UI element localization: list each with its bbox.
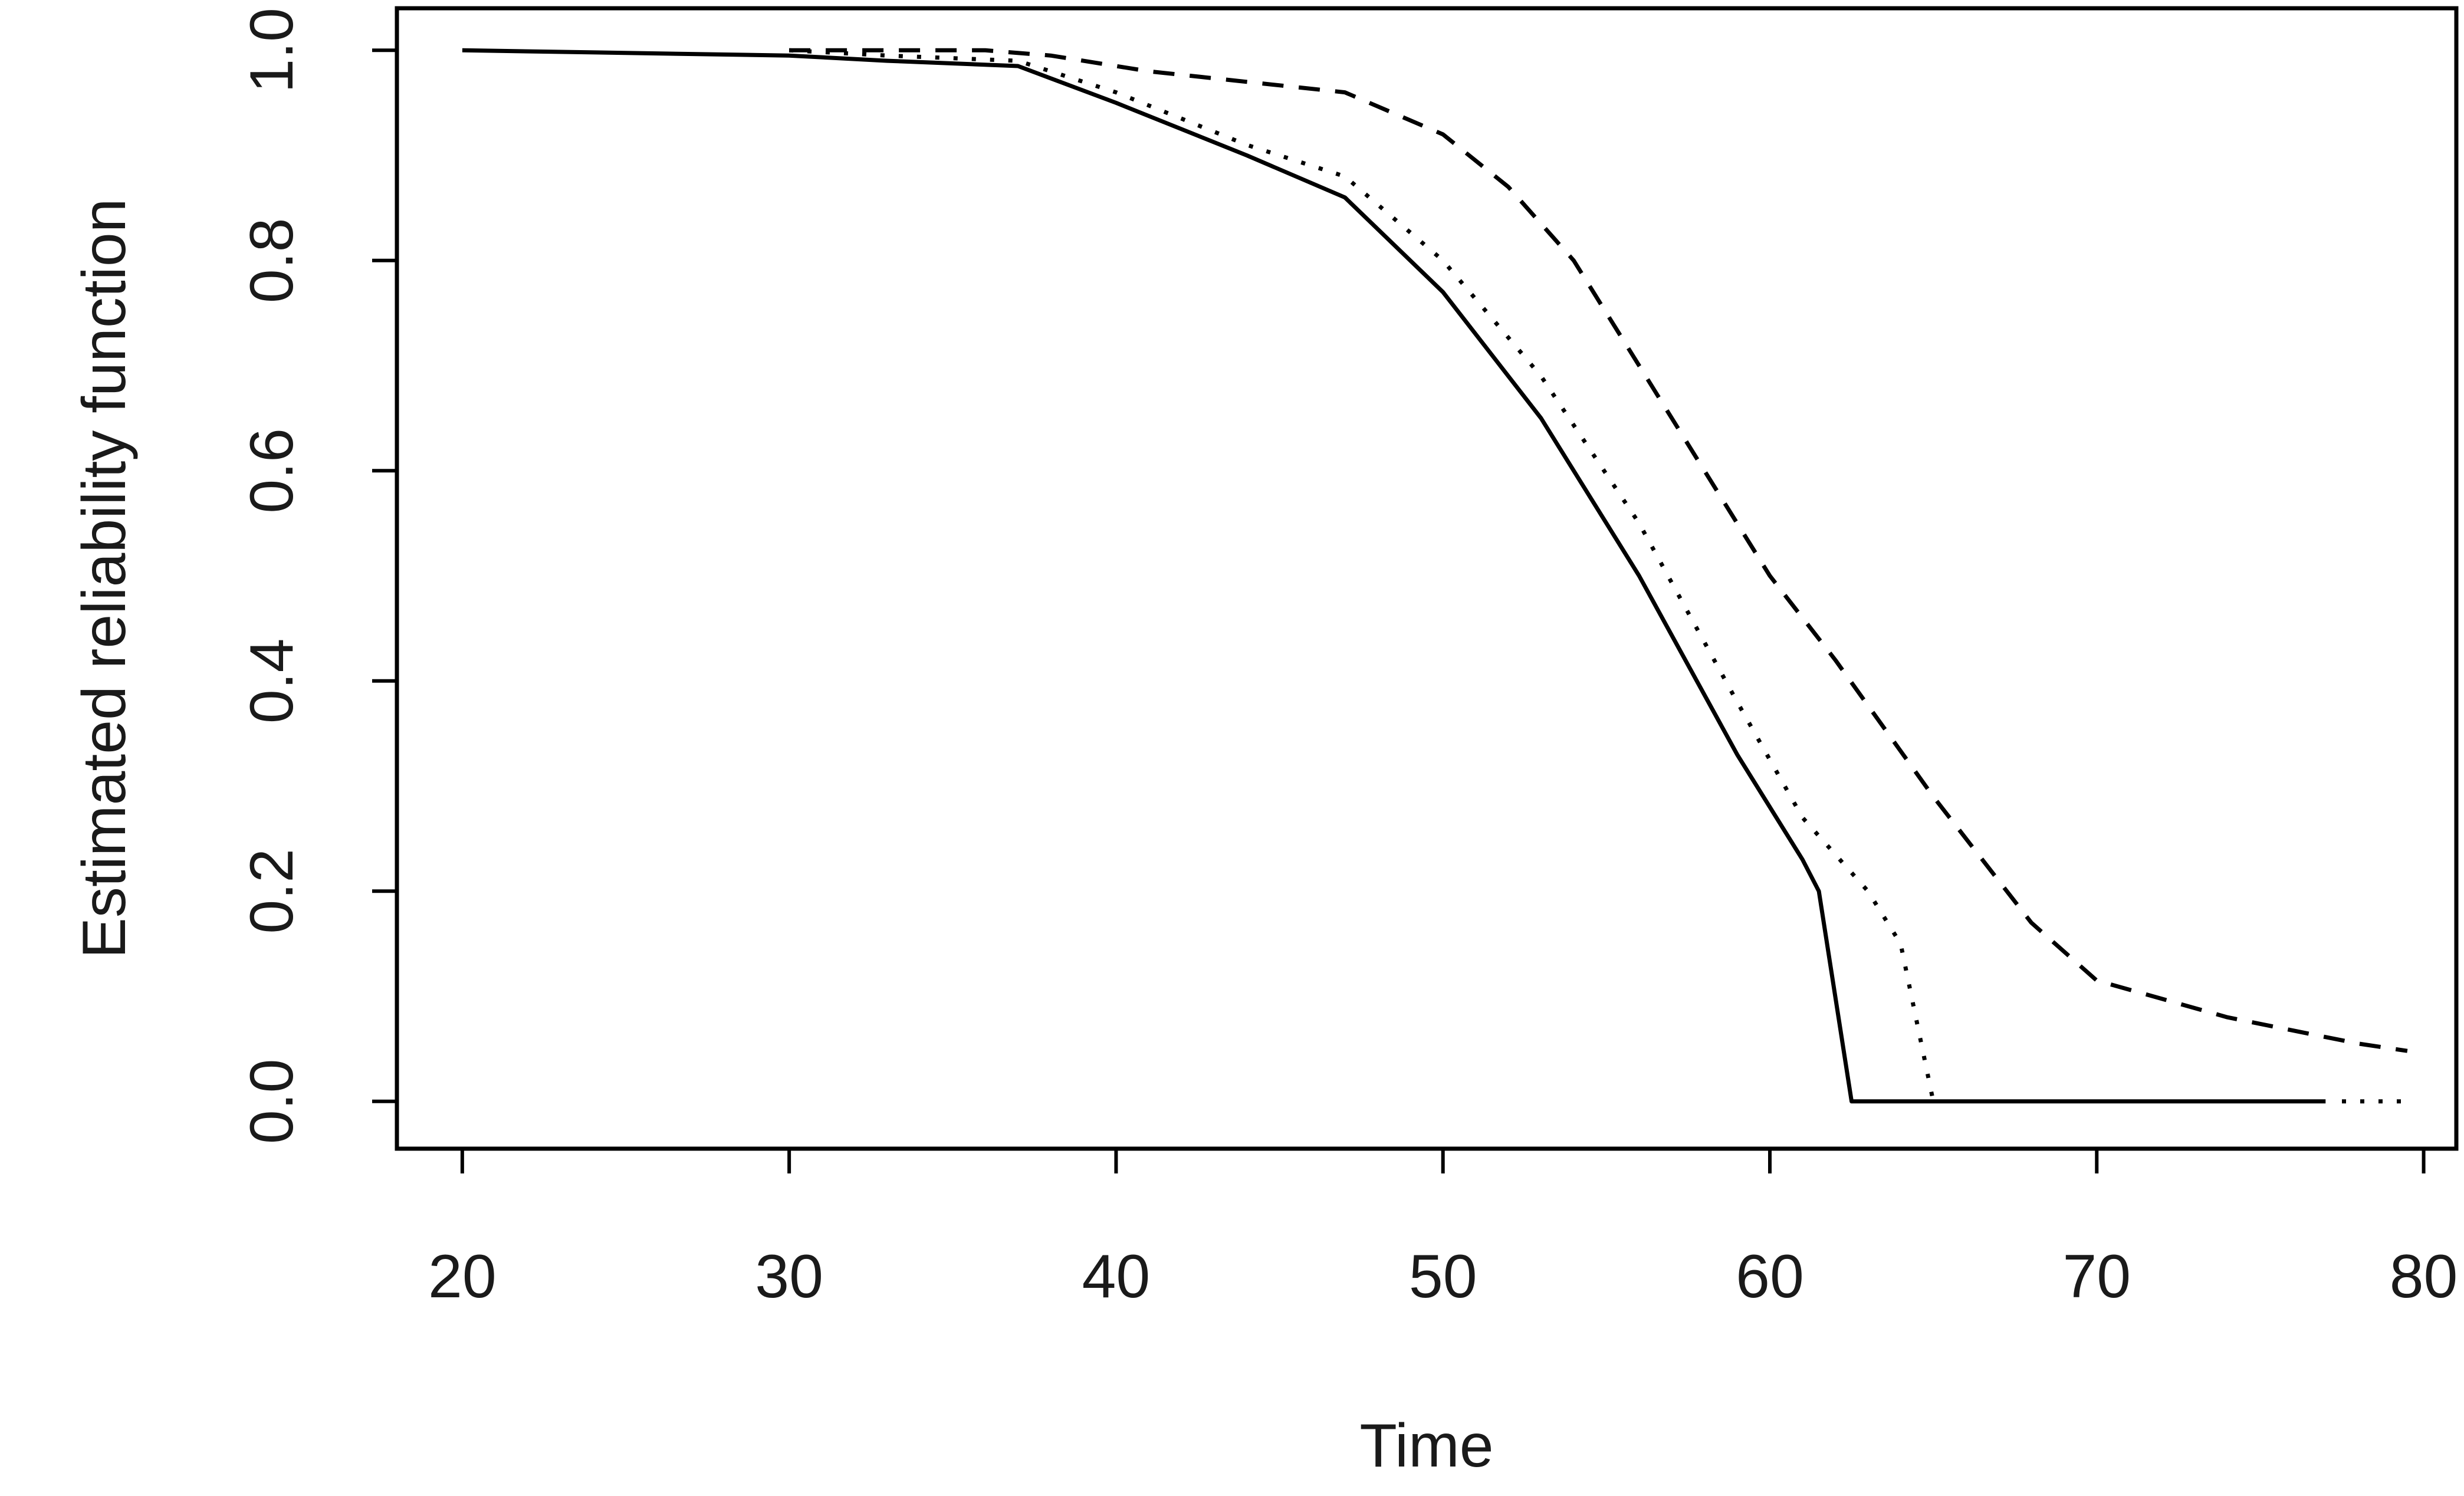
plot-frame	[395, 6, 2459, 1151]
x-tick-label: 70	[2062, 1242, 2131, 1311]
x-tick-label: 20	[428, 1242, 497, 1311]
x-tick-label: 50	[1409, 1242, 1477, 1311]
y-tick-label: 1.0	[238, 8, 306, 93]
x-tick-label: 30	[755, 1242, 823, 1311]
series-line-solid-0	[462, 48, 2326, 1104]
series-lines	[462, 48, 2408, 1104]
y-tick-label: 0.0	[238, 1058, 306, 1144]
x-tick-label: 40	[1082, 1242, 1151, 1311]
x-tick-label: 80	[2390, 1242, 2458, 1311]
y-tick-label: 0.4	[238, 639, 306, 724]
x-axis-title: Time	[1359, 1412, 1493, 1480]
series-line-dashed-3	[789, 48, 2408, 1053]
x-axis: 20 30 40 50 60 70 80	[428, 1149, 2458, 1311]
y-tick-label: 0.6	[238, 428, 306, 514]
series-line-dotted-1	[789, 48, 1936, 1102]
x-tick-label: 60	[1736, 1242, 1804, 1311]
y-tick-label: 0.8	[238, 218, 306, 304]
y-tick-label: 0.2	[238, 849, 306, 934]
y-axis-title: Estimated reliability function	[70, 198, 139, 958]
y-axis: 0.0 0.2 0.4 0.6 0.8 1.0	[238, 8, 397, 1144]
